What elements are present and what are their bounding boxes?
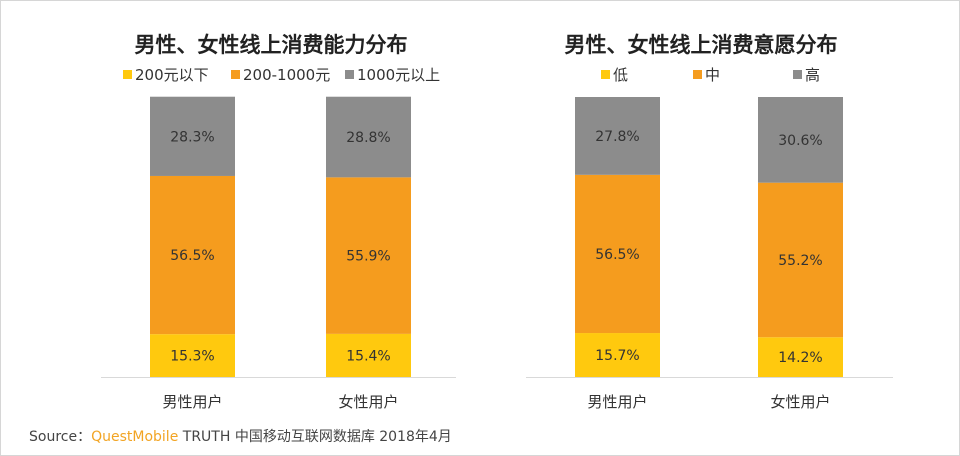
bar-segment [150, 96, 235, 176]
category-label: 女性用户 [338, 393, 398, 411]
bar-segment [326, 96, 411, 178]
legend-swatch [693, 70, 702, 79]
chart-title: 男性、女性线上消费能力分布 [135, 33, 408, 57]
bar-segment [326, 333, 411, 377]
source-note: Source：QuestMobile TRUTH 中国移动互联网数据库 2018… [29, 426, 452, 446]
legend-swatch [345, 70, 354, 79]
bar-segment [758, 182, 843, 338]
legend-label: 200元以下 [135, 66, 209, 84]
source-prefix: Source： [29, 429, 92, 445]
data-label: 15.7% [595, 348, 639, 364]
data-label: 55.2% [778, 253, 822, 269]
bar-segment [575, 97, 660, 175]
legend-label: 低 [613, 66, 628, 84]
bar-segment [575, 333, 660, 377]
bar-segment [575, 174, 660, 334]
category-label: 男性用户 [587, 393, 647, 411]
legend-swatch [793, 70, 802, 79]
data-label: 27.8% [595, 129, 639, 145]
data-label: 28.3% [170, 129, 214, 145]
data-label: 55.9% [346, 249, 390, 265]
bar-segment [150, 175, 235, 335]
bar-segment [150, 334, 235, 377]
legend-label: 高 [805, 66, 820, 84]
legend-swatch [231, 70, 240, 79]
legend-swatch [123, 70, 132, 79]
legend-label: 200-1000元 [243, 66, 330, 84]
source-text: TRUTH 中国移动互联网数据库 2018年4月 [178, 429, 452, 445]
legend-swatch [601, 70, 610, 79]
data-label: 56.5% [595, 247, 639, 263]
category-label: 男性用户 [162, 393, 222, 411]
legend-label: 中 [705, 66, 720, 84]
bar-segment [326, 177, 411, 334]
data-label: 14.2% [778, 350, 822, 366]
data-label: 30.6% [778, 133, 822, 149]
category-label: 女性用户 [770, 393, 830, 411]
data-label: 15.3% [170, 349, 214, 365]
data-label: 56.5% [170, 248, 214, 264]
bar-segment [758, 97, 843, 183]
data-label: 15.4% [346, 348, 390, 364]
bar-segment [758, 337, 843, 377]
chart-title: 男性、女性线上消费意愿分布 [565, 33, 838, 57]
legend-label: 1000元以上 [357, 66, 440, 84]
source-brand: QuestMobile [91, 429, 179, 445]
data-label: 28.8% [346, 130, 390, 146]
